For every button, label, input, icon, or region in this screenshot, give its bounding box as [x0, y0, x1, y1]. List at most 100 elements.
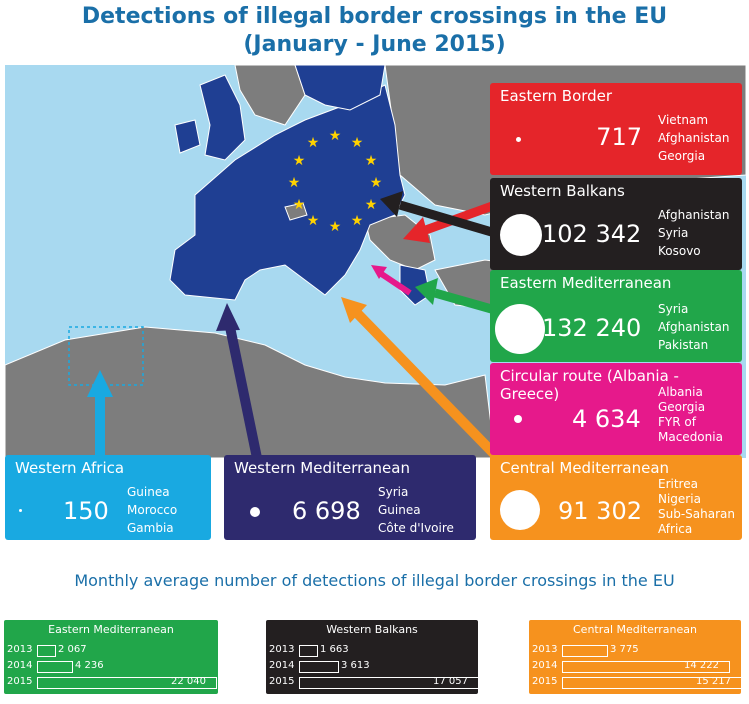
route-value: 91 302 — [558, 497, 642, 525]
eu-star: ★ — [288, 175, 301, 191]
land-eu-ireland — [174, 119, 201, 154]
mini-chart-year: 2014 — [269, 660, 295, 671]
route-size-dot — [500, 490, 540, 530]
route-top-countries: Vietnam Afghanistan Georgia — [658, 111, 729, 165]
mini-chart-bar — [562, 661, 730, 673]
mini-chart-bar — [299, 661, 339, 673]
country: Vietnam — [658, 113, 709, 127]
mini-chart-value: 15 217 — [696, 676, 731, 687]
eu-star: ★ — [307, 213, 320, 229]
route-name: Circular route (Albania - Greece) — [500, 367, 679, 403]
route-box-eastern-mediterranean: Eastern Mediterranean 132 240 Syria Afgh… — [490, 270, 742, 362]
route-top-countries: Syria Afghanistan Pakistan — [658, 300, 729, 354]
eu-star: ★ — [307, 135, 320, 151]
mini-chart-title: Eastern Mediterranean — [48, 623, 174, 636]
mini-chart-bar — [37, 645, 56, 657]
route-name: Western Balkans — [500, 182, 625, 200]
mini-chart-year: 2015 — [532, 676, 558, 687]
route-box-western-africa: Western Africa 150 Guinea Morocco Gambia — [5, 455, 211, 540]
mini-chart-row: 2013 2 067 — [7, 644, 215, 657]
eu-stars: ★ ★ ★ ★ ★ ★ ★ ★ ★ ★ ★ ★ — [288, 128, 383, 235]
mini-chart-row: 2014 4 236 — [7, 660, 215, 673]
route-name: Central Mediterranean — [500, 459, 670, 477]
country: Afghanistan — [658, 320, 730, 334]
country: Afghanistan — [658, 131, 730, 145]
route-value: 102 342 — [542, 220, 642, 248]
arrow-head-western-africa — [87, 370, 113, 397]
arrow-circular-route — [378, 270, 412, 296]
route-size-dot — [500, 214, 542, 256]
arrow-head-eastern-border — [403, 217, 430, 243]
country: Morocco — [127, 503, 178, 517]
route-value: 132 240 — [542, 314, 642, 342]
route-box-eastern-border: Eastern Border 717 Vietnam Afghanistan G… — [490, 83, 742, 175]
arrow-eastern-mediterranean — [433, 288, 497, 315]
route-box-central-mediterranean: Central Mediterranean 91 302 Eritrea Nig… — [490, 455, 742, 540]
route-value: 6 698 — [292, 497, 361, 525]
route-value: 150 — [63, 497, 109, 525]
eu-star: ★ — [329, 128, 342, 144]
route-size-dot — [495, 304, 545, 354]
mini-chart-eastern-mediterranean: Eastern Mediterranean 2013 2 067 2014 4 236 2… — [4, 620, 218, 694]
land-north-africa — [5, 326, 496, 458]
mini-chart-bar — [562, 645, 608, 657]
mini-chart-value: 14 222 — [684, 660, 719, 671]
mini-chart-row: 2015 15 217 — [532, 676, 742, 689]
route-size-dot — [250, 507, 260, 517]
page-subtitle-dates: (January - June 2015) — [243, 32, 506, 57]
mini-chart-value: 3 775 — [610, 644, 639, 655]
arrow-head-eastern-mediterranean — [415, 278, 438, 305]
eu-star: ★ — [293, 197, 306, 213]
country: Guinea — [127, 485, 170, 499]
mini-chart-year: 2013 — [532, 644, 558, 655]
eu-star: ★ — [329, 219, 342, 235]
mini-chart-row: 2015 22 040 — [7, 676, 217, 689]
mini-chart-year: 2015 — [7, 676, 33, 687]
mini-chart-row: 2013 3 775 — [532, 644, 738, 657]
route-name: Eastern Border — [500, 87, 613, 105]
arrow-western-balkans — [398, 200, 497, 238]
land-scandinavia-norway — [234, 65, 306, 126]
mini-chart-western-balkans: Western Balkans 2013 1 663 2014 3 613 2015 17 … — [266, 620, 479, 694]
country: Eritrea — [658, 477, 698, 491]
route-name: Western Mediterranean — [234, 459, 410, 477]
land-eu-scandinavia — [294, 65, 386, 111]
mini-chart-year: 2014 — [7, 660, 33, 671]
country: Pakistan — [658, 338, 709, 352]
eu-star: ★ — [351, 135, 364, 151]
mini-chart-central-mediterranean: Central Mediterranean 2013 3 775 2014 14 222… — [529, 620, 742, 694]
mini-chart-year: 2013 — [7, 644, 33, 655]
mini-chart-title: Central Mediterranean — [573, 623, 697, 636]
country: Gambia — [127, 521, 174, 535]
country: Macedonia — [658, 430, 723, 444]
route-value: 4 634 — [572, 405, 641, 433]
route-name: Western Africa — [15, 459, 125, 477]
route-value: 717 — [596, 123, 642, 151]
mini-chart-value: 3 613 — [341, 660, 370, 671]
route-size-dot — [514, 415, 522, 423]
country: Syria — [658, 302, 689, 316]
arrow-western-mediterranean — [225, 325, 262, 458]
mini-chart-bar — [299, 645, 318, 657]
arrow-central-mediterranean — [353, 309, 504, 458]
country: Côte d'Ivoire — [378, 521, 454, 535]
country: Guinea — [378, 503, 421, 517]
arrow-head-circular-route — [371, 265, 387, 279]
mini-chart-year: 2014 — [532, 660, 558, 671]
country: Albania — [658, 385, 703, 399]
arrow-head-western-mediterranean — [216, 303, 240, 331]
mini-chart-value: 2 067 — [58, 644, 87, 655]
monthly-section-title: Monthly average number of detections of … — [74, 571, 675, 590]
route-top-countries: Afghanistan Syria Kosovo — [658, 206, 729, 260]
country: Africa — [658, 522, 693, 536]
mini-chart-year: 2013 — [269, 644, 295, 655]
mini-chart-row: 2014 3 613 — [269, 660, 475, 673]
land-eu-uk — [199, 74, 246, 161]
route-box-western-balkans: Western Balkans 102 342 Afghanistan Syri… — [490, 178, 742, 270]
route-top-countries: Syria Guinea Côte d'Ivoire — [378, 483, 454, 537]
route-top-countries: Albania Georgia FYR of Macedonia — [658, 385, 723, 445]
arrow-head-western-balkans — [380, 191, 403, 217]
route-size-dot — [516, 137, 521, 142]
mini-chart-row: 2015 17 057 — [269, 676, 479, 689]
country: Syria — [658, 226, 689, 240]
